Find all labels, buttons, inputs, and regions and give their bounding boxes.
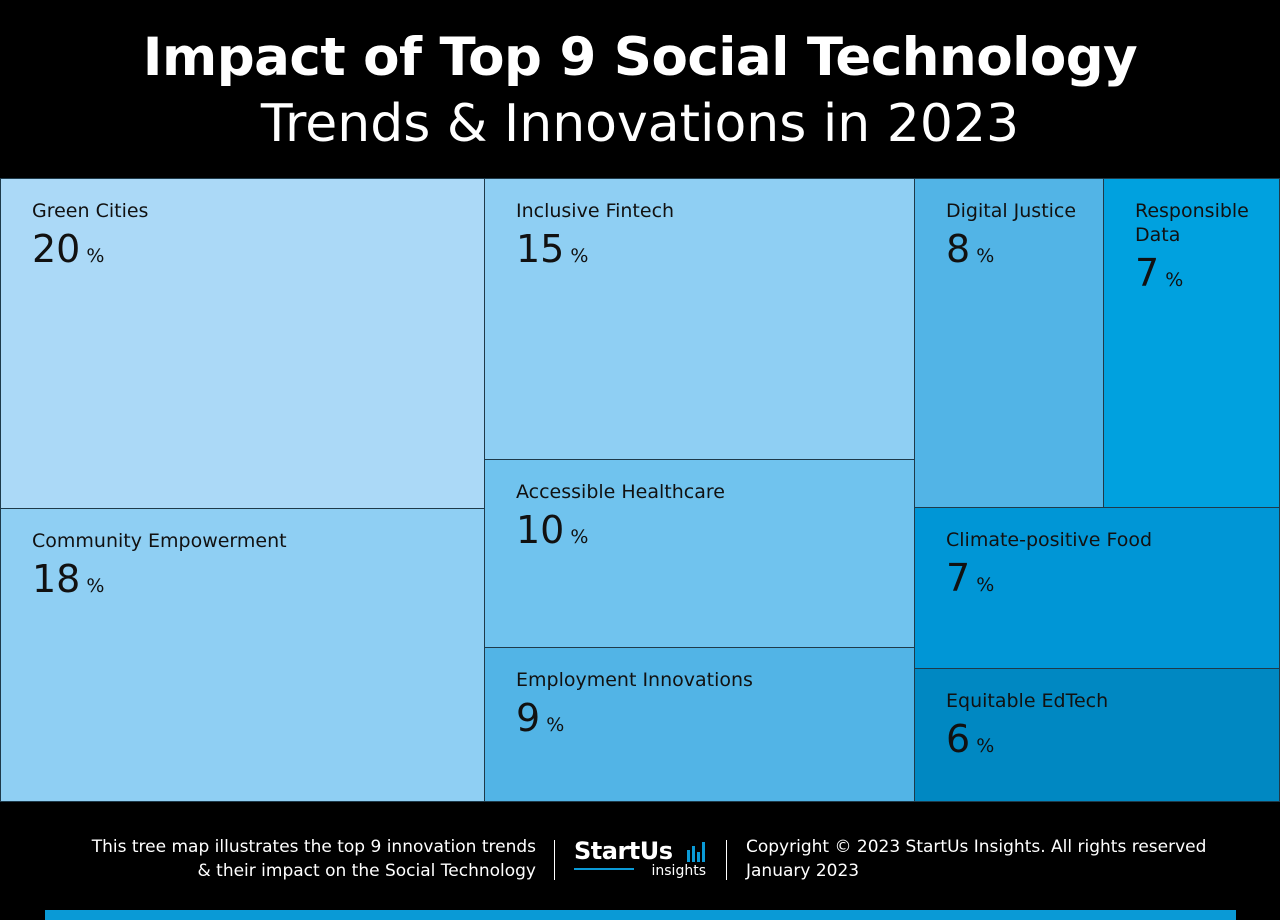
treemap-value-number: 10	[516, 508, 565, 552]
treemap-value-unit: %	[976, 245, 995, 267]
treemap-value-unit: %	[86, 575, 105, 597]
treemap-tile-label: Inclusive Fintech	[516, 200, 675, 222]
treemap-tile-employment-innovations: Employment Innovations 9%	[484, 647, 915, 802]
page-title: Impact of Top 9 Social Technology	[142, 27, 1138, 88]
treemap-tile-value: 6%	[946, 717, 994, 761]
treemap-value-number: 6	[946, 717, 971, 761]
treemap-tile-value: 7%	[1135, 251, 1183, 295]
treemap-tile-label: Digital Justice	[946, 200, 1077, 222]
logo-wordmark: StartUs	[574, 837, 673, 865]
treemap-tile-green-cities: Green Cities 20%	[0, 178, 485, 509]
treemap-tile-label: Accessible Healthcare	[516, 481, 725, 503]
treemap-value-number: 7	[1135, 251, 1160, 295]
accent-bar	[45, 910, 1236, 920]
treemap-tile-responsible-data: Responsible Data 7%	[1103, 178, 1280, 508]
treemap-value-number: 18	[32, 557, 81, 601]
treemap-tile-value: 18%	[32, 557, 104, 601]
treemap-tile-community-empowerment: Community Empowerment 18%	[0, 508, 485, 802]
treemap-value-number: 15	[516, 227, 565, 271]
treemap-tile-value: 9%	[516, 696, 564, 740]
footer-divider-right	[726, 840, 727, 880]
footer-description-line1: This tree map illustrates the top 9 inno…	[91, 837, 536, 857]
treemap-value-number: 8	[946, 227, 971, 271]
treemap-tile-value: 8%	[946, 227, 994, 271]
treemap-value-number: 20	[32, 227, 81, 271]
publish-date: January 2023	[746, 861, 860, 881]
footer: This tree map illustrates the top 9 inno…	[0, 802, 1280, 920]
footer-divider-left	[554, 840, 555, 880]
logo-underline	[574, 868, 634, 870]
page-subtitle: Trends & Innovations in 2023	[260, 94, 1020, 154]
treemap-tile-label: Community Empowerment	[32, 530, 287, 552]
treemap-value-unit: %	[1165, 269, 1184, 291]
footer-copyright-block: Copyright © 2023 StartUs Insights. All r…	[746, 835, 1266, 883]
treemap-tile-climate-positive-food: Climate-positive Food 7%	[914, 507, 1280, 669]
treemap-tile-value: 10%	[516, 508, 588, 552]
bar-chart-icon	[687, 842, 705, 862]
treemap-value-unit: %	[976, 574, 995, 596]
treemap-value-unit: %	[976, 735, 995, 757]
treemap-tile-value: 15%	[516, 227, 588, 271]
treemap-tile-inclusive-fintech: Inclusive Fintech 15%	[484, 178, 915, 460]
treemap-tile-value: 20%	[32, 227, 104, 271]
header: Impact of Top 9 Social Technology Trends…	[0, 0, 1280, 178]
startus-insights-logo: StartUs insights	[574, 836, 714, 884]
treemap-value-unit: %	[570, 526, 589, 548]
treemap-value-unit: %	[86, 245, 105, 267]
treemap-tile-label: Employment Innovations	[516, 669, 753, 691]
treemap-value-number: 7	[946, 556, 971, 600]
treemap-tile-label: Climate-positive Food	[946, 529, 1153, 551]
copyright-text: Copyright © 2023 StartUs Insights. All r…	[746, 837, 1207, 857]
logo-subtitle: insights	[651, 863, 707, 879]
treemap-tile-equitable-edtech: Equitable EdTech 6%	[914, 668, 1280, 802]
treemap-tile-accessible-healthcare: Accessible Healthcare 10%	[484, 459, 915, 648]
footer-description-line2: & their impact on the Social Technology	[197, 861, 537, 881]
treemap-value-number: 9	[516, 696, 541, 740]
treemap-value-unit: %	[546, 714, 565, 736]
treemap-chart: Green Cities 20% Community Empowerment 18% I…	[0, 178, 1280, 802]
treemap-tile-label: Equitable EdTech	[946, 690, 1109, 712]
treemap-tile-label: Green Cities	[32, 200, 149, 222]
treemap-tile-digital-justice: Digital Justice 8%	[914, 178, 1104, 508]
footer-description: This tree map illustrates the top 9 inno…	[0, 835, 536, 883]
treemap-value-unit: %	[570, 245, 589, 267]
treemap-tile-label: Responsible Data	[1135, 200, 1249, 246]
treemap-tile-value: 7%	[946, 556, 994, 600]
